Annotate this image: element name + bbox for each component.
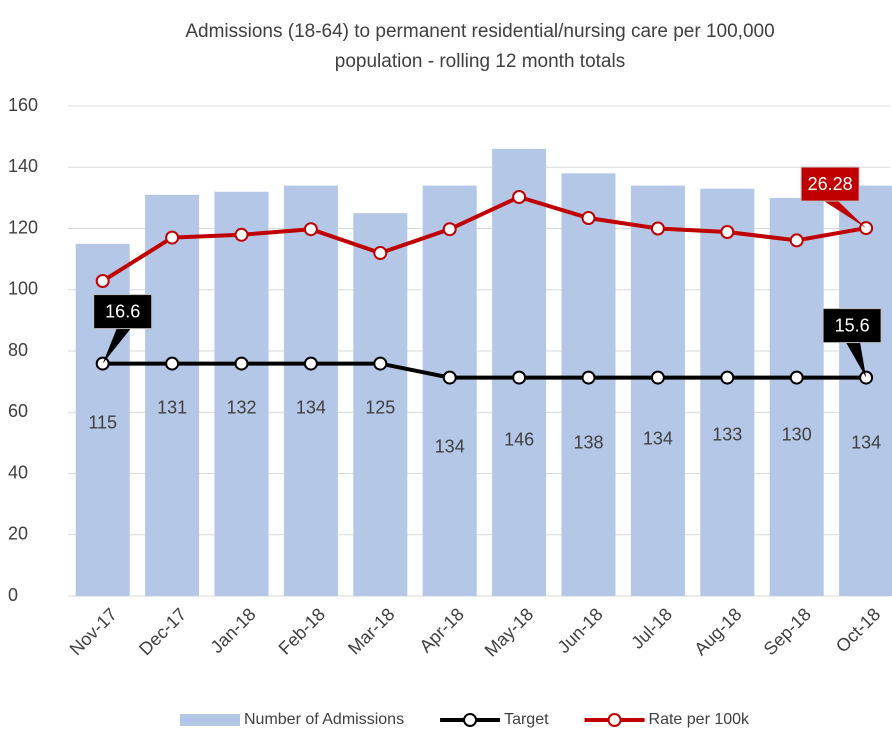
x-tick-label: Aug-18: [690, 604, 745, 659]
line-point: [581, 370, 596, 385]
x-tick-label: Dec-17: [135, 604, 190, 659]
x-tick-label: Feb-18: [275, 604, 329, 658]
line: [101, 194, 867, 283]
bar: [561, 173, 616, 596]
y-tick-label: 0: [8, 585, 18, 605]
x-tick-label: Apr-18: [416, 604, 468, 656]
bar-value-label: 115: [88, 412, 117, 432]
line-point: [165, 356, 180, 371]
bar-value-label: 134: [296, 397, 326, 417]
line-point: [650, 221, 665, 236]
callout-box: [93, 294, 153, 330]
bar: [353, 213, 408, 596]
bar-value-label: 134: [435, 436, 465, 456]
y-tick-label: 60: [8, 401, 28, 421]
y-tick-label: 40: [8, 462, 28, 482]
callout-pointer: [846, 342, 867, 378]
x-tick-label: May-18: [481, 604, 538, 661]
line-point: [234, 356, 249, 371]
line-point: [165, 230, 180, 245]
bar-value-label: 131: [157, 397, 187, 417]
line-point: [373, 246, 388, 260]
y-tick-label: 120: [8, 217, 38, 237]
x-tick-label: Jun-18: [554, 604, 607, 657]
line-point: [581, 211, 596, 225]
legend-swatch-marker: [607, 713, 622, 727]
line-point: [303, 222, 318, 237]
line-point: [442, 370, 457, 385]
bar-value-label: 133: [712, 424, 742, 444]
bar-value-label: 146: [504, 429, 534, 449]
line-point: [234, 227, 249, 242]
y-tick-label: 20: [8, 524, 28, 544]
line-point: [442, 222, 457, 237]
bar: [839, 185, 892, 596]
legend-label: Number of Admissions: [244, 711, 404, 728]
legend-label: Target: [504, 711, 549, 728]
line-point: [95, 274, 110, 288]
bar: [283, 185, 338, 596]
bar-value-label: 132: [226, 397, 256, 417]
callout-pointer: [824, 201, 867, 229]
line-value-label: 15.6: [835, 315, 870, 335]
callout-pointer: [102, 328, 131, 364]
line-point: [720, 370, 735, 385]
bar: [422, 185, 477, 596]
bar-value-label: 130: [782, 424, 812, 444]
chart-title-line-2: population - rolling 12 month totals: [335, 51, 625, 72]
bar: [769, 197, 824, 596]
x-tick-label: Sep-18: [760, 604, 815, 659]
line-point: [303, 356, 318, 371]
callout-box: [822, 308, 882, 344]
bar-value-label: 138: [573, 432, 603, 452]
line-point: [650, 370, 665, 385]
line-point: [720, 225, 735, 239]
line-point: [373, 356, 388, 371]
y-tick-label: 100: [8, 279, 38, 299]
line: [102, 361, 867, 380]
bar: [630, 185, 685, 596]
legend-label: Rate per 100k: [649, 711, 751, 728]
chart-title-line-1: Admissions (18-64) to permanent resident…: [185, 21, 774, 42]
line-point: [789, 370, 804, 385]
legend-swatch: [180, 714, 240, 726]
y-tick-label: 160: [8, 95, 38, 115]
line-point: [512, 190, 527, 204]
x-tick-label: Jul-18: [627, 604, 676, 653]
line-value-label: 16.6: [105, 301, 140, 321]
x-tick-label: Mar-18: [344, 604, 398, 658]
y-tick-label: 80: [8, 340, 28, 360]
bar-value-label: 134: [643, 428, 673, 448]
bar: [214, 191, 269, 596]
bar-value-label: 125: [365, 397, 395, 417]
line-point: [512, 370, 527, 385]
callout-box: [800, 166, 860, 202]
line-point: [789, 233, 804, 248]
y-tick-label: 140: [8, 156, 38, 176]
legend-swatch-marker: [463, 713, 478, 727]
bar: [700, 188, 755, 596]
x-tick-label: Jan-18: [207, 604, 260, 657]
x-tick-label: Nov-17: [66, 604, 121, 659]
x-tick-label: Oct-18: [832, 604, 884, 656]
bar-value-label: 134: [851, 432, 881, 452]
line-value-label: 26.28: [808, 174, 853, 194]
bar: [145, 194, 200, 596]
